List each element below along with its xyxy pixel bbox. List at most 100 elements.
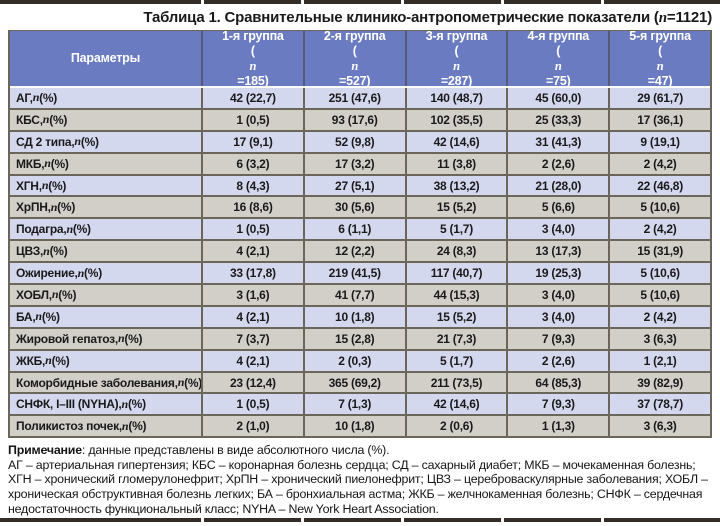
value-cell-group-4: 7 (9,3) bbox=[508, 394, 611, 415]
value-cell-group-2: 12 (2,2) bbox=[305, 241, 407, 262]
value-cell-group-3: 211 (73,5) bbox=[407, 372, 509, 393]
value-cell-group-1: 1 (0,5) bbox=[203, 394, 305, 415]
footnote-label: Примечание bbox=[8, 443, 82, 458]
table-row: ХОБЛ, n (%) 3 (1,6) 41 (7,7) 44 (15,3) 3 (4,… bbox=[10, 283, 710, 305]
value-cell-group-4: 25 (33,3) bbox=[508, 109, 611, 130]
value-cell-group-1: 7 (3,7) bbox=[203, 328, 305, 349]
value-cell-group-3: 117 (40,7) bbox=[407, 263, 509, 284]
parameter-label: ХОБЛ, n (%) bbox=[10, 285, 203, 305]
value-cell-group-2: 10 (1,8) bbox=[305, 416, 407, 437]
value-cell-group-4: 3 (4,0) bbox=[508, 219, 611, 240]
value-cell-group-1: 6 (3,2) bbox=[203, 153, 305, 174]
value-cell-group-5: 39 (82,9) bbox=[637, 375, 683, 390]
value-cell-group-2: 251 (47,6) bbox=[305, 88, 407, 108]
value-cell-group-4: 5 (6,6) bbox=[508, 197, 611, 218]
column-header-parameters: Параметры bbox=[10, 31, 203, 86]
value-cell-group-5: 29 (61,7) bbox=[637, 90, 683, 105]
parameter-label: ХрПН, n (%) bbox=[10, 197, 203, 218]
rule-segment bbox=[404, 518, 501, 522]
value-cell-group-5: 2 (4,2) bbox=[643, 156, 677, 171]
value-cell-group-3: 15 (5,2) bbox=[407, 197, 509, 218]
top-rule bbox=[0, 0, 720, 4]
value-cell-group-5: 3 (6,3) bbox=[643, 331, 677, 346]
parameter-label: БА, n (%) bbox=[10, 306, 203, 327]
column-header-group-3: 3-я группа(n =287) bbox=[407, 29, 509, 88]
column-header-group-2: 2-я группа(n =527) bbox=[305, 29, 407, 88]
value-cell-group-1: 42 (22,7) bbox=[203, 88, 305, 108]
table-title: Таблица 1. Сравнительные клинико-антропо… bbox=[0, 4, 720, 30]
footnote-note: : данные представлены в виде абсолютного… bbox=[81, 443, 390, 458]
bottom-rule bbox=[0, 518, 720, 522]
value-cell-group-3: 102 (35,5) bbox=[407, 109, 509, 130]
table-row: СНФК, I–III (NYHA), n (%) 1 (0,5) 7 (1,3) 4… bbox=[10, 392, 710, 415]
parameter-label: Ожирение, n (%) bbox=[10, 263, 203, 284]
value-cell-group-1: 4 (2,1) bbox=[203, 306, 305, 327]
footnote-note-line: Примечание: данные представлены в виде а… bbox=[8, 443, 712, 458]
value-cell-group-4: 64 (85,3) bbox=[508, 372, 611, 393]
rule-segment bbox=[504, 518, 601, 522]
rule-segment bbox=[0, 518, 201, 522]
value-cell-group-1: 8 (4,3) bbox=[203, 175, 305, 196]
value-cell-group-3: 38 (13,2) bbox=[407, 175, 509, 196]
value-cell-group-2: 7 (1,3) bbox=[305, 394, 407, 415]
value-cell-group-4: 3 (4,0) bbox=[508, 306, 611, 327]
value-cell-group-3: 24 (8,3) bbox=[407, 241, 509, 262]
value-cell-group-2: 2 (0,3) bbox=[305, 350, 407, 371]
parameter-label: Подагра, n (%) bbox=[10, 219, 203, 240]
footnote: Примечание: данные представлены в виде а… bbox=[8, 443, 712, 516]
value-cell-group-2: 365 (69,2) bbox=[305, 372, 407, 393]
value-cell-group-2: 52 (9,8) bbox=[305, 131, 407, 152]
parameter-label: СД 2 типа, n (%) bbox=[10, 131, 203, 152]
value-cell-group-1: 1 (0,5) bbox=[203, 219, 305, 240]
value-cell-group-1: 4 (2,1) bbox=[203, 241, 305, 262]
parameter-label: КБС, n (%) bbox=[10, 109, 203, 130]
rule-segment bbox=[604, 518, 720, 522]
table-row: ХрПН, n (%) 16 (8,6) 30 (5,6) 15 (5,2) 5 (6,… bbox=[10, 195, 710, 218]
table-row: ХГН, n (%) 8 (4,3) 27 (5,1) 38 (13,2) 21 (28… bbox=[10, 173, 710, 196]
parameter-label: Коморбидные заболевания, n (%) bbox=[10, 372, 203, 393]
value-cell-group-3: 42 (14,6) bbox=[407, 131, 509, 152]
parameter-label: СНФК, I–III (NYHA), n (%) bbox=[10, 394, 203, 415]
value-cell-group-4: 21 (28,0) bbox=[508, 175, 611, 196]
table-row: АГ, n (%) 42 (22,7) 251 (47,6) 140 (48,7) 45… bbox=[10, 88, 710, 108]
value-cell-group-2: 15 (2,8) bbox=[305, 328, 407, 349]
table-header-row: Параметры 1-я группа(n =185) 2-я группа(n =5… bbox=[10, 28, 710, 88]
value-cell-group-3: 5 (1,7) bbox=[407, 350, 509, 371]
value-cell-group-5: 5 (10,6) bbox=[640, 200, 680, 215]
table-row: МКБ, n (%) 6 (3,2) 17 (3,2) 11 (3,8) 2 (2,6)… bbox=[10, 151, 710, 174]
value-cell-group-1: 1 (0,5) bbox=[203, 109, 305, 130]
value-cell-group-3: 15 (5,2) bbox=[407, 306, 509, 327]
parameter-label: АГ, n (%) bbox=[10, 88, 203, 108]
value-cell-group-2: 10 (1,8) bbox=[305, 306, 407, 327]
value-cell-group-4: 7 (9,3) bbox=[508, 328, 611, 349]
value-cell-group-5: 22 (46,8) bbox=[637, 178, 683, 193]
column-header-group-5: 5-я группа(n =47) bbox=[629, 28, 691, 88]
value-cell-group-4: 31 (41,3) bbox=[508, 131, 611, 152]
value-cell-group-5: 2 (4,2) bbox=[643, 222, 677, 237]
value-cell-group-4: 1 (1,3) bbox=[508, 416, 611, 437]
value-cell-group-2: 6 (1,1) bbox=[305, 219, 407, 240]
parameter-label: ЦВЗ, n (%) bbox=[10, 241, 203, 262]
value-cell-group-5: 1 (2,1) bbox=[643, 353, 677, 368]
rule-segment bbox=[304, 518, 401, 522]
value-cell-group-5: 37 (78,7) bbox=[637, 397, 683, 412]
value-cell-group-2: 93 (17,6) bbox=[305, 109, 407, 130]
value-cell-group-3: 42 (14,6) bbox=[407, 394, 509, 415]
table-row: КБС, n (%) 1 (0,5) 93 (17,6) 102 (35,5) 25 (… bbox=[10, 107, 710, 130]
column-header-group-1: 1-я группа(n =185) bbox=[203, 29, 305, 88]
value-cell-group-1: 4 (2,1) bbox=[203, 350, 305, 371]
parameter-label: Поликистоз почек, n (%) bbox=[10, 416, 203, 437]
value-cell-group-3: 2 (0,6) bbox=[407, 416, 509, 437]
value-cell-group-4: 3 (4,0) bbox=[508, 285, 611, 305]
parameter-label: Жировой гепатоз, n (%) bbox=[10, 328, 203, 349]
table-row: СД 2 типа, n (%) 17 (9,1) 52 (9,8) 42 (14,6… bbox=[10, 129, 710, 152]
table-title-text: Таблица 1. Сравнительные клинико-антропо… bbox=[143, 9, 712, 26]
table-row: Подагра, n (%) 1 (0,5) 6 (1,1) 5 (1,7) 3 (4,… bbox=[10, 217, 710, 240]
rule-segment bbox=[204, 0, 301, 4]
value-cell-group-4: 45 (60,0) bbox=[508, 88, 611, 108]
value-cell-group-5: 15 (31,9) bbox=[637, 244, 683, 259]
value-cell-group-2: 27 (5,1) bbox=[305, 175, 407, 196]
value-cell-group-5: 5 (10,6) bbox=[640, 287, 680, 302]
value-cell-group-3: 11 (3,8) bbox=[407, 153, 509, 174]
rule-segment bbox=[304, 0, 401, 4]
